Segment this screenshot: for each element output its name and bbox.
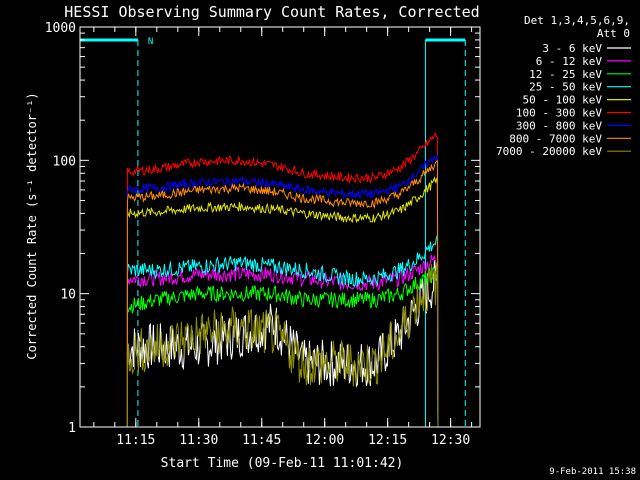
x-tick-label-5: 12:30	[431, 433, 470, 448]
legend-label-0: 3 - 6 keV	[542, 42, 602, 55]
legend-header-line-2: Att 0	[597, 27, 630, 40]
series-line-3	[126, 235, 439, 428]
y-tick-label-3: 1000	[45, 21, 76, 36]
series-line-8	[126, 262, 439, 428]
legend-label-3: 25 - 50 keV	[529, 81, 602, 94]
series-layer	[126, 131, 439, 428]
x-axis-label: Start Time (09-Feb-11 11:01:42)	[161, 456, 404, 471]
footer-timestamp: 9-Feb-2011 15:38	[549, 467, 636, 477]
legend-label-4: 50 - 100 keV	[523, 94, 603, 107]
legend-header-line-1: Det 1,3,4,5,6,9,	[524, 14, 630, 27]
series-line-2	[126, 266, 439, 428]
y-tick-label-0: 1	[68, 421, 76, 436]
series-line-1	[126, 254, 439, 428]
y-tick-label-1: 10	[60, 288, 76, 303]
x-tick-label-0: 11:15	[116, 433, 155, 448]
legend-label-1: 6 - 12 keV	[536, 55, 603, 68]
axes: 1 10 100 1000 11:15 11:30 11:45 12:00 12:15 12:30	[45, 21, 481, 448]
legend-label-6: 300 - 800 keV	[516, 119, 602, 132]
y-tick-label-2: 100	[53, 154, 76, 169]
series-line-5	[126, 131, 439, 428]
legend-label-8: 7000 - 20000 keV	[496, 145, 602, 158]
plot-frame	[79, 26, 481, 428]
x-tick-label-2: 11:45	[242, 433, 281, 448]
chart-title: HESSI Observing Summary Count Rates, Cor…	[64, 3, 479, 21]
x-tick-label-3: 12:00	[305, 433, 344, 448]
series-line-7	[126, 160, 439, 428]
y-axis-label: Corrected Count Rate (s⁻¹ detector⁻¹)	[25, 92, 39, 359]
legend-label-5: 100 - 300 keV	[516, 107, 602, 120]
legend-label-2: 12 - 25 keV	[529, 68, 602, 81]
night-marker-label: N	[148, 37, 153, 47]
series-line-6	[126, 154, 439, 428]
x-tick-label-1: 11:30	[179, 433, 218, 448]
x-tick-label-4: 12:15	[368, 433, 407, 448]
legend-label-7: 800 - 7000 keV	[509, 132, 602, 145]
series-line-4	[126, 176, 439, 428]
